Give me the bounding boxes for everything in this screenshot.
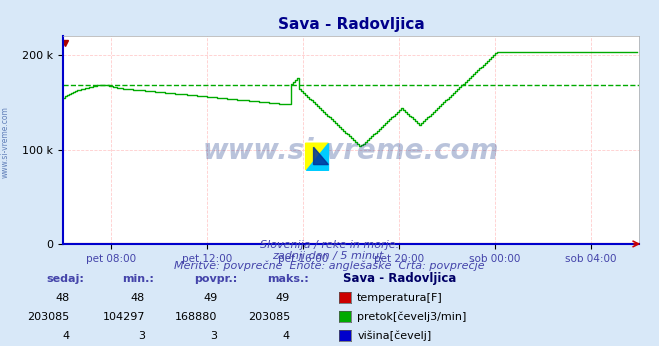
Text: 3: 3 xyxy=(138,331,145,341)
Text: temperatura[F]: temperatura[F] xyxy=(357,293,443,303)
Text: sedaj:: sedaj: xyxy=(46,274,84,284)
Text: 104297: 104297 xyxy=(103,312,145,322)
Text: Meritve: povprečne  Enote: anglešaške  Črta: povprečje: Meritve: povprečne Enote: anglešaške Črt… xyxy=(174,259,485,271)
Text: povpr.:: povpr.: xyxy=(194,274,238,284)
Title: Sava - Radovljica: Sava - Radovljica xyxy=(277,17,424,33)
Text: min.:: min.: xyxy=(122,274,154,284)
Text: 3: 3 xyxy=(210,331,217,341)
Polygon shape xyxy=(306,143,328,170)
Text: zadnji dan / 5 minut.: zadnji dan / 5 minut. xyxy=(272,251,387,261)
Text: 203085: 203085 xyxy=(248,312,290,322)
Text: 168880: 168880 xyxy=(175,312,217,322)
Text: Sava - Radovljica: Sava - Radovljica xyxy=(343,272,456,285)
Text: 203085: 203085 xyxy=(27,312,69,322)
Text: 49: 49 xyxy=(275,293,290,303)
Text: www.si-vreme.com: www.si-vreme.com xyxy=(203,137,499,164)
Text: 48: 48 xyxy=(55,293,69,303)
Text: www.si-vreme.com: www.si-vreme.com xyxy=(1,106,10,178)
Text: pretok[čevelj3/min]: pretok[čevelj3/min] xyxy=(357,311,467,322)
Text: 4: 4 xyxy=(283,331,290,341)
Text: 4: 4 xyxy=(62,331,69,341)
Text: Slovenija / reke in morje.: Slovenija / reke in morje. xyxy=(260,240,399,251)
Text: 48: 48 xyxy=(130,293,145,303)
Polygon shape xyxy=(314,147,328,165)
Text: 49: 49 xyxy=(203,293,217,303)
Text: maks.:: maks.: xyxy=(267,274,308,284)
Text: višina[čevelj]: višina[čevelj] xyxy=(357,330,432,341)
Polygon shape xyxy=(306,143,328,170)
